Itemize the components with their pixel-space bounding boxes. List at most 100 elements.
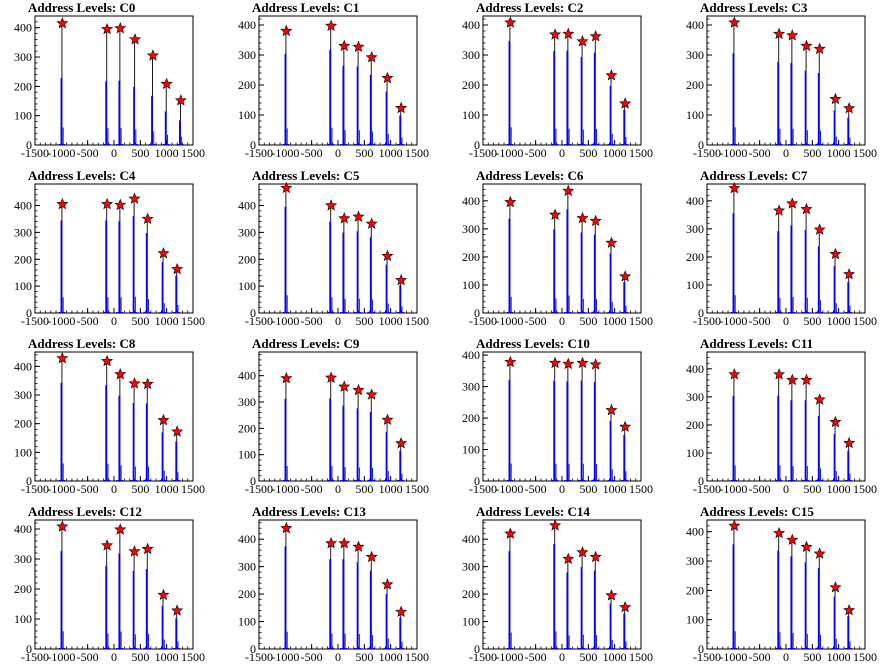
histogram-bin — [580, 380, 583, 481]
x-tick-label: 0 — [111, 482, 117, 496]
histogram-bin — [777, 395, 780, 481]
histogram-bin — [105, 220, 108, 313]
peak-marker — [589, 550, 602, 563]
histogram-bin — [566, 50, 569, 145]
x-tick-label: 0 — [335, 650, 341, 664]
plot-frame — [34, 351, 194, 482]
peak-marker — [549, 356, 562, 369]
peak-marker — [589, 214, 602, 227]
y-tick-label: 300 — [238, 395, 256, 409]
peak-marker — [56, 351, 69, 364]
histogram-bin — [329, 221, 332, 313]
plot-frame — [482, 351, 642, 482]
x-tick-label: -1500 — [245, 146, 273, 160]
peak-marker — [352, 540, 365, 553]
histogram-bin — [369, 411, 372, 481]
peak-marker — [562, 184, 575, 197]
x-tick-label: 0 — [783, 482, 789, 496]
x-tick-label: 1000 — [379, 482, 403, 496]
chart-title: Address Levels: C8 — [28, 336, 136, 351]
peak-marker — [325, 371, 338, 383]
peak-marker — [605, 69, 618, 81]
peak-marker — [728, 16, 741, 28]
peak-marker — [605, 403, 618, 416]
y-tick-label: 100 — [238, 615, 256, 629]
y-tick-label: 300 — [14, 552, 32, 566]
peak-marker — [381, 249, 394, 262]
x-tick-label: 1500 — [853, 314, 877, 328]
peak-marker — [171, 262, 184, 275]
x-tick-label: -1000 — [47, 482, 75, 496]
x-tick-label: -500 — [749, 482, 771, 496]
histogram-bin — [369, 74, 372, 145]
histogram-bin — [732, 395, 735, 481]
plot-frame — [482, 15, 642, 146]
y-tick-label: 400 — [14, 199, 32, 213]
peak-marker — [829, 247, 842, 260]
histogram-bin — [118, 395, 121, 481]
peak-marker — [843, 102, 856, 114]
x-tick-label: -500 — [77, 482, 99, 496]
x-tick-label: -1500 — [21, 146, 49, 160]
histogram-svg: Address Levels: C12 0 100 200 300 400 -1500-10… — [14, 504, 205, 664]
x-tick-label: 0 — [335, 146, 341, 160]
histogram-bin — [623, 613, 626, 649]
x-tick-label: 1000 — [155, 146, 179, 160]
peak-marker — [141, 542, 154, 555]
y-tick-label: 200 — [238, 78, 256, 92]
plot-frame — [258, 183, 418, 314]
histogram-bin — [508, 551, 511, 649]
peak-marker — [280, 372, 293, 384]
x-tick-label: 500 — [579, 146, 597, 160]
x-tick-label: 0 — [559, 314, 565, 328]
histogram-bin — [342, 405, 345, 481]
y-tick-label: 0 — [698, 642, 704, 656]
x-tick-label: -1500 — [469, 146, 497, 160]
histogram-panel: Address Levels: C8 0 100 200 300 400 -1500 -100… — [0, 336, 224, 504]
histogram-svg: Address Levels: C0 0 100 200 300 400 -1500-100… — [14, 0, 205, 160]
peak-marker — [365, 550, 378, 563]
peak-marker — [562, 552, 575, 565]
x-tick-label: 500 — [355, 482, 373, 496]
histogram-panel: Address Levels: C10 0 100 200 300 400 -1500 -10… — [448, 336, 672, 504]
chart-title: Address Levels: C2 — [476, 0, 583, 15]
peak-marker — [728, 368, 741, 380]
peak-marker — [395, 101, 408, 114]
histogram-bin — [60, 551, 63, 649]
y-tick-label: 100 — [462, 443, 480, 457]
peak-marker — [365, 388, 378, 400]
histogram-panel: Address Levels: C5 0 100 200 300 400 -1500 -100… — [224, 168, 448, 336]
histogram-bin — [777, 550, 780, 649]
x-tick-label: -1500 — [469, 650, 497, 664]
x-tick-label: -1000 — [495, 482, 523, 496]
histogram-bin — [593, 52, 596, 145]
histogram-bin — [284, 398, 287, 481]
y-tick-label: 0 — [474, 474, 480, 488]
peak-marker — [325, 199, 338, 211]
peak-marker — [325, 19, 338, 32]
histogram-bin — [817, 73, 820, 145]
histogram-bin — [623, 282, 626, 313]
peak-marker — [128, 377, 141, 389]
histogram-bin — [817, 568, 820, 649]
x-tick-label: 1500 — [629, 146, 653, 160]
peak-marker — [576, 356, 589, 369]
x-tick-label: -1000 — [47, 146, 75, 160]
peak-marker — [157, 413, 170, 426]
y-tick-label: 400 — [462, 532, 480, 546]
y-tick-label: 200 — [14, 252, 32, 266]
y-tick-label: 200 — [686, 583, 704, 597]
peak-marker — [338, 39, 351, 52]
histogram-bin — [179, 120, 181, 145]
peak-marker — [280, 24, 293, 37]
histogram-bin — [399, 285, 402, 313]
histogram-bin — [790, 400, 793, 481]
histogram-panel: Address Levels: C3 0 100 200 300 400 -1500 -100… — [672, 0, 896, 168]
histogram-bin — [790, 62, 793, 145]
histogram-panel: Address Levels: C2 0 100 200 300 400 -1500 -100… — [448, 0, 672, 168]
peak-marker — [114, 21, 127, 34]
histogram-bin — [356, 66, 359, 145]
histogram-bin — [385, 594, 388, 649]
x-tick-label: 1500 — [181, 314, 205, 328]
